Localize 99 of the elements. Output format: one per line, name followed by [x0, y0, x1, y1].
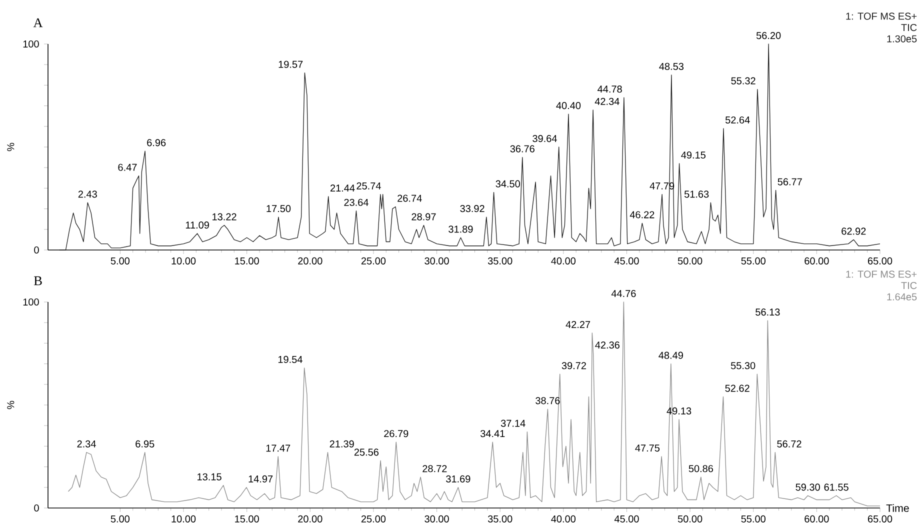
annotation: 61.55	[824, 484, 848, 491]
annotation: 42.27	[566, 320, 590, 328]
x-tick-label: 15.00	[235, 515, 259, 522]
y-tick-label: 0	[34, 504, 39, 512]
x-tick-label: 35.00	[488, 515, 512, 522]
annotation: 6.47	[118, 164, 137, 171]
annotation: 2.43	[78, 190, 97, 198]
x-tick-label: 65.00	[868, 257, 892, 264]
x-tick-label: 60.00	[804, 257, 829, 264]
x-tick-label: 20.00	[298, 257, 322, 264]
y-tick-label: 0	[34, 246, 39, 254]
x-tick-label: 20.00	[298, 515, 322, 522]
chart-title: B	[34, 276, 42, 286]
annotation: 25.56	[354, 448, 379, 456]
annotation: 56.72	[777, 440, 802, 448]
annotation: 56.13	[756, 308, 780, 316]
x-tick-label: 10.00	[172, 515, 196, 522]
annotation: 17.50	[266, 205, 291, 212]
annotation: 33.92	[460, 205, 484, 212]
annotation: 49.13	[666, 407, 692, 414]
annotation: 55.30	[730, 362, 756, 370]
x-tick-label: 30.00	[424, 257, 449, 264]
annotation: 11.09	[186, 222, 209, 229]
annotation: 56.77	[778, 178, 802, 186]
annotation: 38.76	[536, 397, 560, 404]
x-tick-label: 10.00	[172, 257, 196, 264]
x-axis-title: Time	[886, 504, 909, 512]
annotation: 51.63	[684, 190, 709, 198]
annotation: 13.22	[212, 213, 236, 220]
x-tick-label: 25.00	[361, 257, 386, 264]
x-tick-label: 15.00	[235, 257, 259, 264]
annotation: 14.97	[248, 475, 273, 482]
text: 1: TOF MS ES+	[846, 270, 917, 278]
annotation: 37.14	[500, 420, 526, 427]
x-tick-label: 55.00	[741, 515, 766, 522]
annotation: 28.72	[422, 465, 447, 472]
annotation: 39.72	[562, 362, 586, 370]
annotation: 17.47	[266, 444, 290, 452]
annotation: 47.75	[635, 444, 660, 452]
annotation: 26.74	[398, 194, 422, 202]
annotation: 19.57	[278, 60, 303, 68]
x-tick-label: 30.00	[424, 515, 449, 522]
x-tick-label: 50.00	[678, 257, 702, 264]
x-tick-label: 65.00	[868, 515, 892, 522]
annotation: 52.64	[725, 116, 750, 124]
annotation: 31.89	[448, 226, 473, 233]
annotation: 39.64	[532, 134, 557, 142]
annotation: 56.20	[756, 32, 781, 40]
annotation: 23.64	[344, 198, 368, 206]
annotation: 21.44	[330, 184, 355, 192]
x-tick-label: 40.00	[551, 515, 576, 522]
text: 1: TOF MS ES+	[846, 12, 917, 20]
y-axis-title: %	[7, 142, 14, 152]
y-axis-title: %	[7, 400, 14, 410]
x-tick-label: 40.00	[551, 257, 576, 264]
text: TIC	[901, 24, 917, 32]
annotation: 34.50	[496, 180, 520, 188]
x-tick-label: 45.00	[614, 515, 639, 522]
x-tick-label: 5.00	[110, 257, 130, 264]
annotation: 13.15	[198, 473, 222, 480]
annotation: 28.97	[412, 213, 436, 220]
text: 1.64e5	[887, 293, 917, 300]
annotation: 34.41	[480, 430, 505, 438]
line-series	[68, 302, 880, 506]
annotation: 49.15	[681, 151, 706, 159]
text: TIC	[901, 282, 917, 290]
annotation: 42.36	[595, 341, 620, 349]
annotation: 62.92	[842, 228, 866, 235]
annotation: 50.86	[688, 465, 714, 472]
annotation: 52.62	[725, 384, 750, 392]
x-tick-label: 60.00	[804, 515, 829, 522]
x-tick-label: 45.00	[614, 257, 639, 264]
annotation: 48.49	[658, 352, 683, 359]
annotation: 21.39	[330, 440, 354, 448]
x-tick-label: 55.00	[741, 257, 766, 264]
x-tick-label: 25.00	[361, 515, 386, 522]
annotation: 2.34	[77, 440, 96, 448]
text: 1.30e5	[887, 35, 917, 42]
annotation: 25.74	[356, 182, 381, 190]
annotation: 36.76	[510, 145, 534, 152]
annotation: 26.79	[384, 430, 408, 438]
y-tick-label: 100	[23, 40, 39, 48]
x-tick-label: 5.00	[110, 515, 130, 522]
x-tick-label: 50.00	[678, 515, 702, 522]
annotation: 42.34	[594, 98, 620, 105]
annotation: 40.40	[556, 102, 581, 110]
annotation: 55.32	[731, 77, 756, 84]
annotation: 31.69	[446, 475, 470, 482]
annotation: 6.96	[147, 139, 166, 146]
y-tick-label: 100	[23, 298, 39, 306]
annotation: 44.78	[598, 86, 622, 93]
annotation: 59.30	[796, 484, 820, 491]
chart-title: A	[33, 18, 43, 28]
annotation: 44.76	[611, 290, 636, 298]
annotation: 6.95	[136, 440, 154, 448]
annotation: 46.22	[630, 211, 654, 218]
annotation: 48.53	[659, 62, 684, 70]
x-tick-label: 35.00	[488, 257, 512, 264]
annotation: 19.54	[278, 356, 302, 363]
